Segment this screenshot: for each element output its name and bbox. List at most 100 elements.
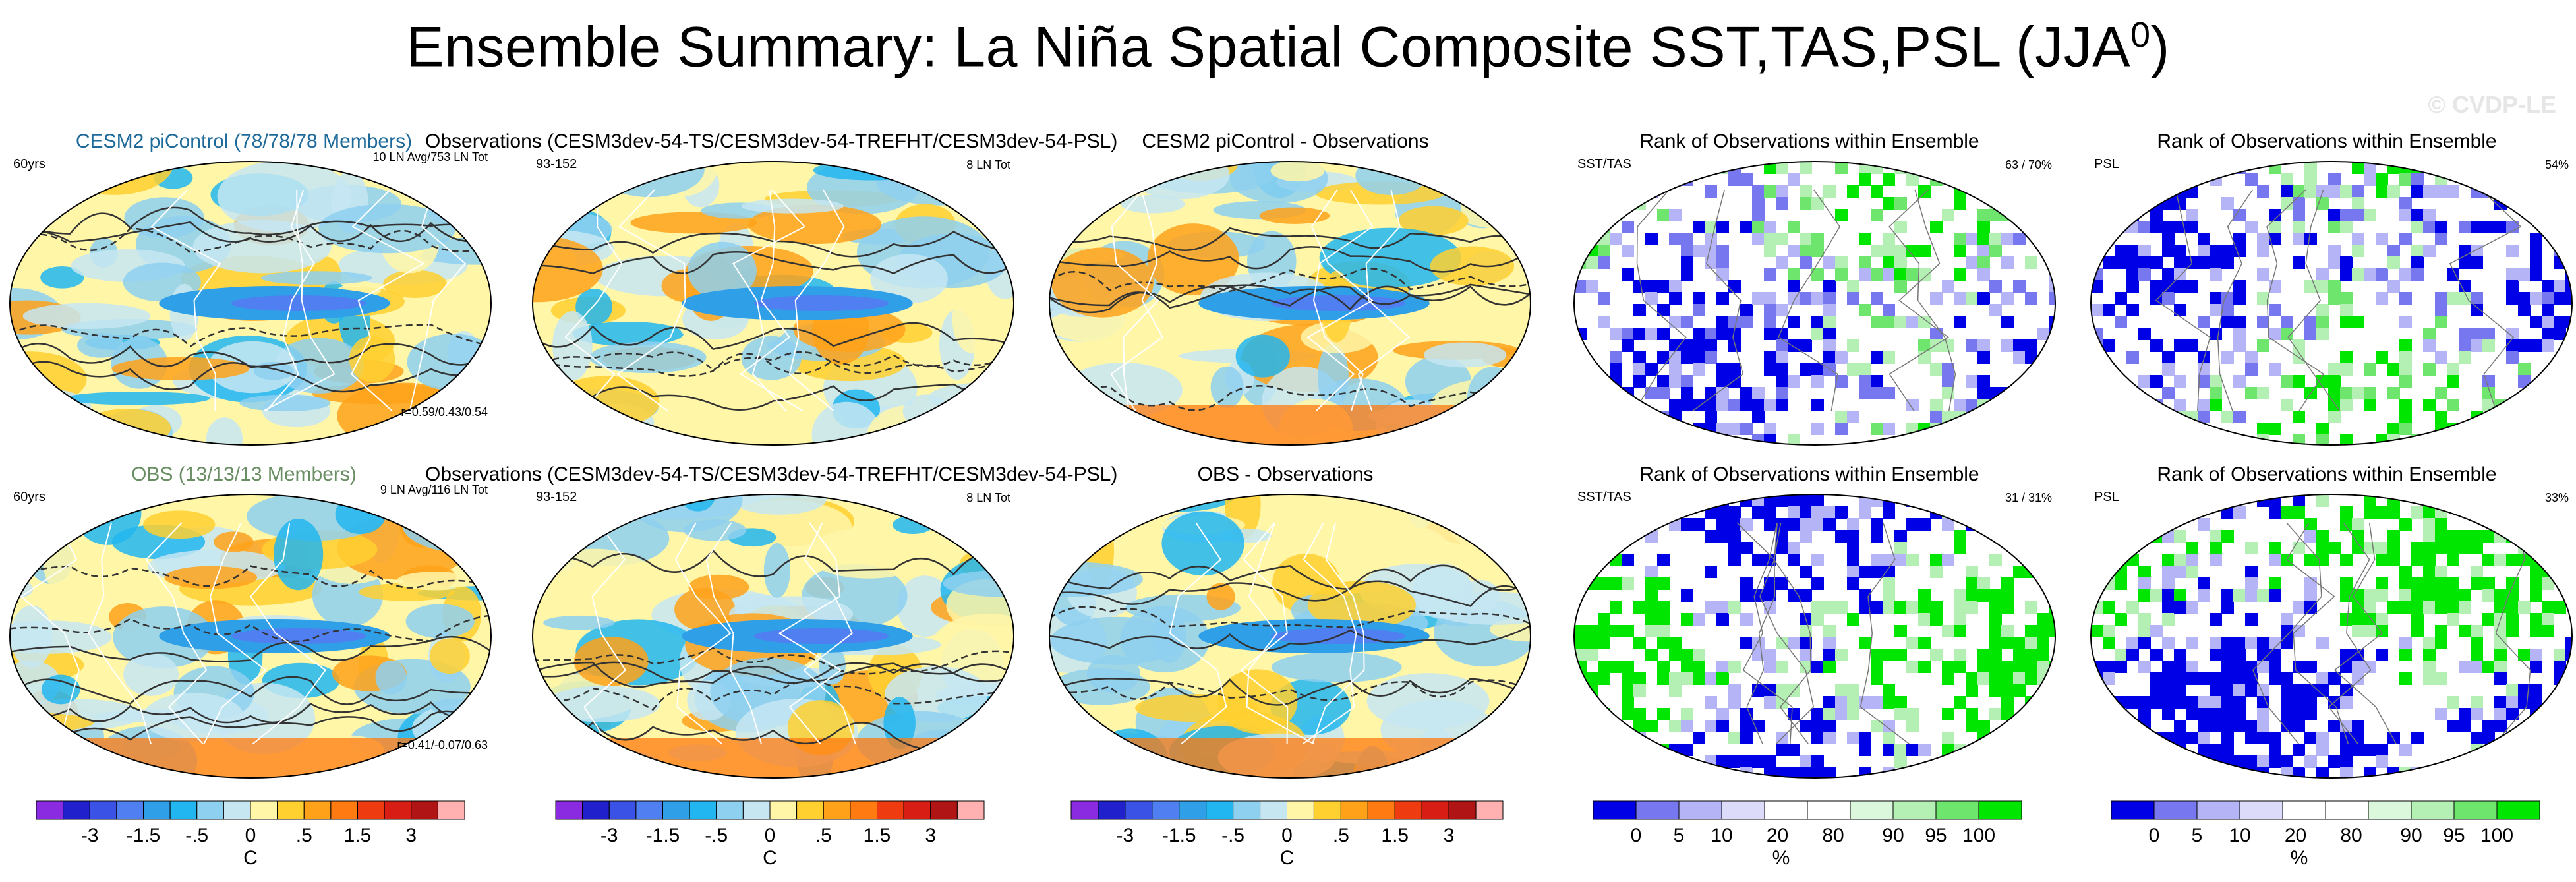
sst-colorbar-2-swatch xyxy=(1448,800,1477,820)
sst-colorbar-0-swatch xyxy=(384,800,412,820)
sst-colorbar-1-swatch xyxy=(689,800,717,820)
rank-colorbar-0-swatch xyxy=(1935,800,1979,820)
sst-colorbar-2-swatch xyxy=(1206,800,1234,820)
panel-right-label-r2c1: 9 LN Avg/116 LN Tot xyxy=(380,483,488,496)
rank-colorbar-0-swatch xyxy=(1593,800,1637,820)
rank-colorbar-1-swatch xyxy=(2368,800,2412,820)
sst-colorbar-1-swatch xyxy=(555,800,583,820)
sst-colorbar-1-swatch xyxy=(608,800,637,820)
sst-colorbar-1-unit: C xyxy=(763,847,777,869)
map-r1c4 xyxy=(1573,161,2056,446)
rank-colorbar-1-swatch xyxy=(2196,800,2240,820)
sst-colorbar-0-swatch xyxy=(196,800,224,820)
rank-colorbar-1-tick-label: 100 xyxy=(2480,825,2514,846)
sst-colorbar-0-swatch xyxy=(277,800,305,820)
sst-colorbar-2-tick-label: .5 xyxy=(1332,825,1349,846)
sst-colorbar-2-tick-label: 1.5 xyxy=(1381,825,1409,846)
rank-colorbar-0-swatch xyxy=(1978,800,2022,820)
rank-colorbar-1-tick-label: 0 xyxy=(2148,825,2160,846)
rank-colorbar-0-swatch xyxy=(1635,800,1680,820)
sst-colorbar-1-swatch xyxy=(635,800,663,820)
sst-colorbar-2-tick-label: 0 xyxy=(1281,825,1293,846)
panel-title-r1c2: Observations (CESM3dev-54-TS/CESM3dev-54… xyxy=(425,131,1118,152)
sst-colorbar-1-tick-label: 3 xyxy=(925,825,937,846)
panel-right-label-r2c2: 8 LN Tot xyxy=(966,491,1010,504)
sst-colorbar-2-tick-label: -1.5 xyxy=(1161,825,1196,846)
rank-colorbar-1-swatch xyxy=(2325,800,2369,820)
sst-colorbar-1-tick-label: 0 xyxy=(764,825,776,846)
panel-correlation-r2c1: r=0.41/-0.07/0.63 xyxy=(397,738,488,751)
rank-colorbar-1-swatch xyxy=(2153,800,2198,820)
sst-colorbar-2-swatch xyxy=(1098,800,1126,820)
rank-colorbar-1-swatch xyxy=(2282,800,2326,820)
sst-colorbar-0-swatch xyxy=(357,800,385,820)
figure-title: Ensemble Summary: La Niña Spatial Compos… xyxy=(406,15,2170,79)
sst-colorbar-0-swatch xyxy=(411,800,438,820)
sst-colorbar-0-swatch xyxy=(169,800,198,820)
sst-colorbar-2-swatch xyxy=(1260,800,1287,820)
sst-colorbar-2-swatch xyxy=(1287,800,1314,820)
sst-colorbar-0-swatch xyxy=(223,800,251,820)
panel-right-label-r1c4: 63 / 70% xyxy=(2005,158,2052,171)
rank-colorbar-0-tick-label: 5 xyxy=(1673,825,1685,846)
rank-colorbar-1-tick-label: 80 xyxy=(2340,825,2362,846)
map-r1c5 xyxy=(2090,161,2573,446)
sst-colorbar-0-swatch xyxy=(116,800,144,820)
rank-colorbar-1-tick-label: 90 xyxy=(2400,825,2422,846)
panel-left-label-r2c4: SST/TAS xyxy=(1577,490,1631,504)
sst-colorbar-2-swatch xyxy=(1421,800,1449,820)
sst-colorbar-1-tick-label: .5 xyxy=(815,825,832,846)
sst-colorbar-0-tick-label: 0 xyxy=(245,825,256,846)
panel-left-label-r1c1: 60yrs xyxy=(13,157,45,171)
rank-colorbar-0-tick-label: 80 xyxy=(1822,825,1844,846)
sst-colorbar-0-swatch xyxy=(143,800,171,820)
rank-colorbar-1-swatch xyxy=(2411,800,2455,820)
rank-colorbar-0-tick-label: 20 xyxy=(1766,825,1789,846)
rank-colorbar-0-tick-label: 10 xyxy=(1711,825,1733,846)
sst-colorbar-2-swatch xyxy=(1475,800,1504,820)
sst-colorbar-0-tick-label: -3 xyxy=(80,825,99,846)
rank-colorbar-1-tick-label: 95 xyxy=(2443,825,2465,846)
sst-colorbar-2-tick-label: 3 xyxy=(1443,825,1455,846)
sst-colorbar-0-tick-label: 1.5 xyxy=(343,825,372,846)
sst-colorbar-1-swatch xyxy=(877,800,904,820)
rank-colorbar-0-swatch xyxy=(1850,800,1894,820)
panel-title-r2c3: OBS - Observations xyxy=(1197,463,1374,485)
rank-colorbar-0-tick-label: 90 xyxy=(1882,825,1904,846)
rank-colorbar-1-swatch xyxy=(2239,800,2283,820)
sst-colorbar-2-swatch xyxy=(1394,800,1422,820)
sst-colorbar-1-tick-label: -1.5 xyxy=(645,825,680,846)
sst-colorbar-1-swatch xyxy=(930,800,958,820)
rank-colorbar-1-swatch xyxy=(2111,800,2155,820)
panel-left-label-r2c2: 93-152 xyxy=(536,490,577,504)
map-r2c5 xyxy=(2090,494,2573,779)
rank-colorbar-0-swatch xyxy=(1721,800,1765,820)
sst-colorbar-0-swatch xyxy=(89,800,117,820)
sst-colorbar-1-tick-label: -.5 xyxy=(705,825,728,846)
sst-colorbar-2-swatch xyxy=(1340,800,1368,820)
sst-colorbar-1-swatch xyxy=(823,800,851,820)
sst-colorbar-0-swatch xyxy=(250,800,278,820)
sst-colorbar-1-swatch xyxy=(582,800,610,820)
rank-colorbar-0-tick-label: 95 xyxy=(1925,825,1947,846)
sst-colorbar-1-swatch xyxy=(850,800,877,820)
rank-colorbar-1-tick-label: 20 xyxy=(2284,825,2307,846)
rank-colorbar-0-swatch xyxy=(1678,800,1722,820)
panel-right-label-r2c4: 31 / 31% xyxy=(2005,491,2052,504)
sst-colorbar-2-tick-label: -.5 xyxy=(1221,825,1245,846)
panel-right-label-r2c5: 33% xyxy=(2544,491,2569,504)
panel-right-label-r1c2: 8 LN Tot xyxy=(966,158,1010,171)
panel-left-label-r1c2: 93-152 xyxy=(536,157,577,171)
sst-colorbar-2-swatch xyxy=(1179,800,1207,820)
panel-title-r1c1: CESM2 piControl (78/78/78 Members) xyxy=(75,131,413,152)
sst-colorbar-0-swatch xyxy=(437,800,465,820)
sst-colorbar-1-swatch xyxy=(742,800,771,820)
sst-colorbar-2-swatch xyxy=(1125,800,1153,820)
sst-colorbar-0-tick-label: .5 xyxy=(295,825,312,846)
sst-colorbar-2-tick-label: -3 xyxy=(1116,825,1134,846)
sst-colorbar-2-swatch xyxy=(1313,800,1341,820)
panel-right-label-r1c1: 10 LN Avg/753 LN Tot xyxy=(372,150,488,163)
sst-colorbar-0-swatch xyxy=(330,800,358,820)
